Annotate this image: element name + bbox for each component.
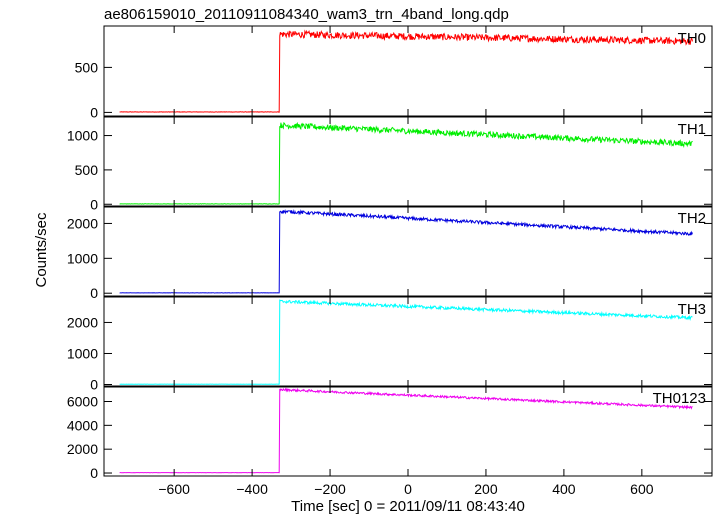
series-line-th2 [119, 209, 693, 294]
y-tick-label: 0 [90, 196, 98, 212]
panel-th0: 0 500 TH0 [75, 25, 713, 120]
y-tick-label: 6000 [67, 393, 98, 409]
y-tick-label: 0 [90, 377, 98, 393]
x-tick-label: 400 [552, 481, 576, 497]
series-line-th0123 [119, 387, 693, 474]
panel-label: TH1 [678, 121, 706, 138]
series-line-th1 [119, 121, 693, 205]
panel-frame [103, 385, 713, 477]
y-tick-label: 0 [90, 465, 98, 481]
y-tick-label: 2000 [67, 441, 98, 457]
x-tick-label: 600 [630, 481, 654, 497]
y-tick-label: 500 [75, 59, 99, 75]
y-tick-label: 2000 [67, 314, 98, 330]
panel-frame [103, 296, 713, 388]
y-tick-label: 0 [90, 285, 98, 301]
y-tick-label: 2000 [67, 215, 98, 231]
panel-th2: 0 1000 2000 TH2 [67, 205, 713, 301]
panel-th1: 0 500 1000 TH1 [67, 116, 713, 212]
y-tick-label: 1000 [67, 128, 98, 144]
panel-label: TH0 [678, 30, 706, 47]
y-tick-label: 1000 [67, 345, 98, 361]
x-axis-label: Time [sec] 0 = 2011/09/11 08:43:40 [291, 498, 525, 515]
y-tick-label: 1000 [67, 250, 98, 266]
panel-label: TH2 [678, 210, 706, 227]
x-tick-label: 0 [404, 481, 412, 497]
panel-label: TH0123 [653, 390, 706, 407]
y-tick-label: 4000 [67, 417, 98, 433]
y-axis-label: Counts/sec [33, 212, 50, 288]
y-tick-label: 500 [75, 162, 99, 178]
x-tick-label: −200 [314, 481, 346, 497]
x-tick-label: −400 [236, 481, 268, 497]
y-tick-label: 0 [90, 104, 98, 120]
panel-th0123: 0 2000 4000 6000 TH0123 [67, 385, 713, 481]
series-line-th0 [119, 29, 693, 113]
panel-th3: 0 1000 2000 TH3 [67, 296, 713, 393]
chart-title: ae806159010_20110911084340_wam3_trn_4ban… [104, 6, 509, 23]
series-line-th3 [119, 299, 693, 385]
panel-label: TH3 [678, 301, 706, 318]
x-tick-label: 200 [474, 481, 498, 497]
x-tick-label: −600 [158, 481, 190, 497]
